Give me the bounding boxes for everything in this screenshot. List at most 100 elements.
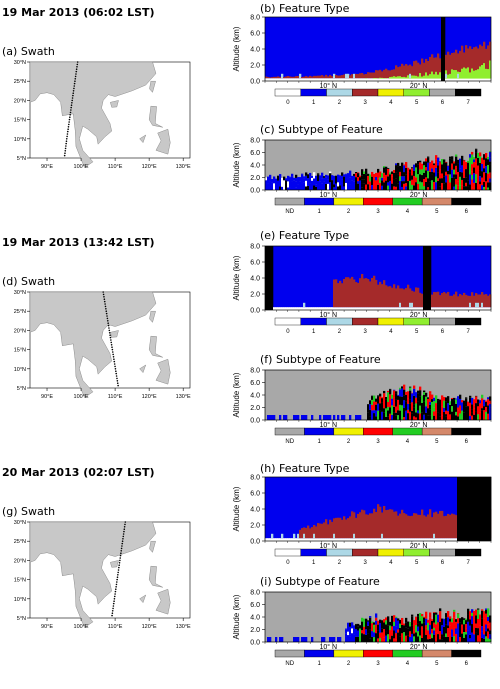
aerosol-cell: [481, 46, 484, 79]
aerosol-cell: [457, 53, 460, 79]
subtype-cell: [445, 416, 448, 420]
aerosol-cell: [355, 517, 358, 539]
aerosol-cell: [303, 533, 306, 539]
aerosol-cell: [481, 302, 484, 308]
aerosol-cell: [383, 280, 386, 308]
surface-cell: [431, 307, 434, 310]
subtype-cell: [369, 404, 372, 410]
subtype-cell: [425, 158, 428, 162]
subtype-cell: [455, 184, 458, 190]
subtype-title: (i) Subtype of Feature: [260, 575, 380, 588]
subtype-cell: [383, 622, 386, 630]
subtype-cell: [455, 633, 458, 642]
aerosol-cell: [317, 523, 320, 539]
surface-cell: [411, 538, 414, 541]
subtype-cell: [357, 636, 360, 642]
surface-cell: [329, 538, 332, 541]
surface-cell: [329, 307, 332, 310]
swath-point: [66, 135, 68, 138]
subtype-cell: [281, 177, 284, 187]
subtype-cell: [269, 415, 272, 420]
subtype-cell: [487, 397, 490, 400]
opaque-cell: [465, 477, 468, 541]
subtype-cell: [475, 615, 478, 624]
surface-cell: [365, 307, 368, 310]
subtype-cell: [413, 636, 416, 642]
swath-point: [122, 538, 124, 540]
subtype-cell: [433, 622, 436, 628]
opaque-cell: [441, 17, 444, 81]
subtype-cell: [283, 415, 286, 420]
subtype-cell: [385, 624, 388, 632]
subtype-cell: [385, 399, 388, 409]
aerosol-cell: [435, 57, 438, 79]
surface-cell: [489, 78, 492, 81]
subtype-cell: [455, 399, 458, 404]
subtype-cell: [311, 637, 314, 642]
aerosol-cell: [299, 529, 302, 539]
surface-cell: [271, 78, 274, 81]
aerosol-cell: [269, 77, 272, 79]
subtype-cell: [451, 156, 454, 160]
surface-cell: [445, 78, 448, 81]
subtype-cell: [397, 162, 400, 167]
subtype-cell: [451, 398, 454, 407]
surface-cell: [343, 307, 346, 310]
subtype-cell: [451, 622, 454, 630]
subtype-cell: [465, 398, 468, 407]
aerosol-cell: [347, 73, 350, 79]
legend-label: 3: [376, 209, 380, 215]
subtype-cell: [385, 631, 388, 636]
swath-point: [109, 334, 111, 336]
legend-swatch: [333, 427, 364, 436]
subtype-cell: [317, 174, 320, 181]
swath-point: [70, 106, 72, 109]
subtype-cell: [367, 173, 370, 176]
subtype-cell: [389, 407, 392, 414]
subtype-cell: [331, 637, 334, 642]
subtype-cell: [487, 616, 490, 622]
surface-cell: [325, 538, 328, 541]
subtype-cell: [291, 173, 294, 177]
surface-cell: [421, 78, 424, 81]
subtype-cell: [385, 620, 388, 625]
aerosol-cell: [477, 294, 480, 308]
aerosol-cell: [281, 533, 284, 539]
subtype-cell: [415, 182, 418, 190]
subtype-cell: [417, 174, 420, 184]
subtype-cell: [409, 626, 412, 632]
subtype-cell: [425, 170, 428, 178]
subtype-cell: [283, 176, 286, 181]
aerosol-cell: [313, 75, 316, 79]
lat-tick-label: 20°N: [14, 98, 26, 104]
subtype-cell: [377, 395, 380, 397]
subtype-cell: [475, 627, 478, 633]
subtype-cell: [487, 621, 490, 625]
subtype-cell: [453, 609, 456, 612]
aerosol-cell: [407, 284, 410, 308]
subtype-cell: [269, 637, 272, 642]
subtype-cell: [411, 402, 414, 411]
subtype-cell: [355, 628, 358, 637]
subtype-cell: [399, 623, 402, 628]
subtype-cell: [457, 396, 460, 399]
aerosol-cell: [471, 49, 474, 79]
aerosol-cell: [271, 77, 274, 79]
aerosol-cell: [447, 51, 450, 79]
subtype-cell: [487, 164, 490, 174]
aerosol-cell: [453, 70, 456, 79]
surface-cell: [411, 307, 414, 310]
aerosol-cell: [419, 292, 422, 308]
swath-point: [115, 370, 117, 372]
surface-cell: [277, 78, 280, 81]
subtype-cell: [385, 174, 388, 181]
surface-cell: [323, 538, 326, 541]
subtype-cell: [287, 181, 290, 188]
lat-tick-label: 15°N: [14, 578, 26, 584]
legend-label: 2: [338, 329, 342, 335]
subtype-cell: [435, 182, 438, 190]
subtype-cell: [467, 186, 470, 190]
surface-cell: [291, 307, 294, 310]
subtype-cell: [485, 161, 488, 166]
subtype-cell: [451, 177, 454, 185]
